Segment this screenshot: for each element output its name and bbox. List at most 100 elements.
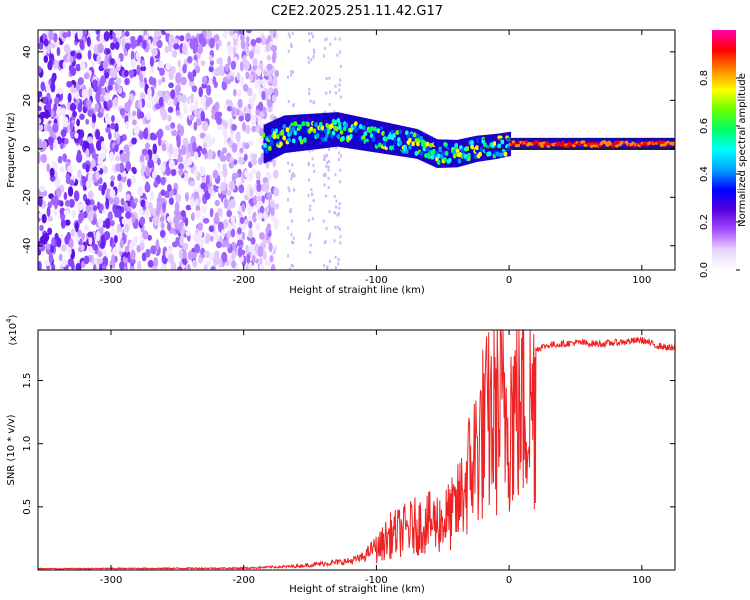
spectrogram-noise-cell: [185, 204, 192, 211]
spectrogram-noise-cell: [259, 136, 264, 146]
spectrogram-noise-cell: [117, 173, 122, 182]
spectrogram-noise-cell: [202, 217, 210, 224]
spectrogram-signal-cell: [425, 141, 430, 147]
spectrogram-signal-cell: [559, 143, 564, 147]
spectrogram-noise-cell: [237, 88, 242, 98]
spectrogram-signal-cell: [338, 125, 343, 131]
spectrogram-noise-cell: [129, 175, 136, 185]
spectrogram-signal-cell: [613, 140, 618, 145]
spectrogram-signal-band: [518, 137, 521, 150]
spectrogram-signal-cell: [412, 132, 417, 138]
spectrogram-noise-cell: [85, 198, 91, 206]
spectrogram-noise-cell: [115, 30, 122, 38]
spectrogram-noise-cell: [170, 168, 177, 176]
spectrogram-marks: [38, 30, 675, 270]
spectrogram-noise-cell: [309, 232, 312, 236]
spectrogram-noise-cell: [53, 32, 58, 43]
spectrogram-noise-cell: [338, 83, 341, 87]
spectrogram-noise-cell: [99, 79, 105, 87]
spectrogram-signal-band: [607, 137, 610, 150]
spectrogram-noise-cell: [260, 35, 267, 46]
spectrogram-signal-cell: [565, 144, 570, 148]
spectrogram-noise-cell: [111, 67, 118, 79]
spectrogram-noise-cell: [324, 46, 327, 50]
spectrogram-signal-cell: [404, 130, 409, 136]
spectrogram-noise-cell: [170, 261, 177, 270]
spectrogram-noise-cell: [161, 76, 166, 83]
spectrogram-noise-cell: [45, 101, 52, 111]
x-tick-label: 100: [632, 575, 651, 586]
spectrogram-noise-cell: [91, 158, 96, 168]
spectrogram-noise-cell: [157, 90, 164, 98]
spectrogram-noise-cell: [52, 122, 59, 133]
spectrogram-noise-cell: [322, 174, 325, 178]
spectrogram-noise-cell: [55, 177, 61, 188]
spectrogram-signal-cell: [500, 139, 505, 145]
spectrogram-noise-cell: [105, 198, 110, 210]
spectrogram-noise-cell: [266, 192, 273, 201]
spectrogram-noise-cell: [233, 185, 238, 193]
spectrogram-noise-cell: [168, 159, 175, 170]
x-tick-label: -300: [100, 575, 123, 586]
spectrogram-noise-cell: [167, 44, 173, 52]
spectrogram-noise-cell: [307, 60, 310, 64]
spectrogram-noise-cell: [60, 129, 67, 138]
spectrogram-noise-cell: [324, 38, 327, 42]
spectrogram-noise-cell: [202, 141, 208, 150]
spectrogram-signal-band: [612, 137, 615, 150]
spectrogram-noise-cell: [120, 198, 125, 206]
spectrogram-noise-cell: [193, 108, 199, 117]
spectrogram-signal-cell: [349, 133, 354, 139]
spectrogram-signal-cell: [330, 123, 335, 129]
spectrogram-noise-cell: [206, 30, 213, 40]
spectrogram-noise-cell: [313, 169, 316, 173]
spectrogram-noise-cell: [325, 153, 328, 157]
spectrogram-signal-cell: [341, 135, 346, 141]
spectrogram-noise-cell: [38, 212, 43, 220]
spectrogram-noise-cell: [257, 245, 264, 258]
spectrogram-noise-cell: [168, 143, 174, 155]
spectrogram-noise-cell: [289, 42, 292, 46]
spectrogram-noise-cell: [166, 216, 172, 223]
spectrogram-signal-cell: [389, 145, 394, 151]
spectrogram-noise-cell: [259, 205, 265, 214]
spectrogram-noise-cell: [124, 30, 130, 37]
spectrogram-signal-cell: [428, 142, 433, 148]
spectrogram-noise-cell: [230, 132, 235, 142]
spectrogram-signal-cell: [398, 129, 403, 135]
spectrogram-noise-cell: [87, 172, 94, 183]
spectrogram-noise-cell: [288, 35, 291, 39]
spectrogram-signal-cell: [264, 148, 269, 154]
spectrogram-noise-cell: [151, 265, 158, 270]
spectrogram-noise-cell: [245, 244, 250, 255]
spectrogram-signal-cell: [661, 140, 666, 144]
spectrogram-noise-cell: [224, 30, 229, 37]
spectrogram-noise-cell: [162, 201, 166, 213]
spectrogram-noise-cell: [231, 106, 236, 118]
spectrogram-noise-cell: [147, 259, 154, 268]
spectrogram-noise-cell: [109, 188, 116, 199]
spectrogram-noise-cell: [255, 37, 262, 44]
spectrogram-noise-cell: [92, 243, 98, 251]
spectrogram-noise-cell: [177, 223, 183, 232]
spectrogram-noise-cell: [66, 232, 71, 241]
spectrogram-noise-cell: [222, 219, 229, 229]
spectrogram-noise-cell: [42, 140, 48, 151]
spectrogram-signal-band: [414, 128, 418, 159]
spectrogram-signal-cell: [298, 124, 303, 130]
spectrogram-noise-cell: [223, 131, 228, 139]
spectrogram-noise-cell: [335, 199, 338, 203]
spectrogram-noise-cell: [76, 118, 80, 127]
spectrogram-signal-cell: [444, 150, 449, 156]
spectrogram-noise-cell: [265, 206, 270, 214]
snr-plot-area: [38, 330, 675, 570]
spectrogram-noise-cell: [119, 261, 125, 270]
spectrogram-noise-cell: [131, 137, 137, 145]
spectrogram-noise-cell: [177, 155, 184, 163]
spectrogram-noise-cell: [145, 248, 151, 258]
spectrogram-noise-cell: [246, 87, 253, 97]
spectrogram-signal-band: [330, 112, 333, 148]
spectrogram-noise-cell: [170, 89, 176, 100]
spectrogram-noise-cell: [217, 124, 223, 131]
spectrogram-signal-cell: [353, 121, 358, 127]
